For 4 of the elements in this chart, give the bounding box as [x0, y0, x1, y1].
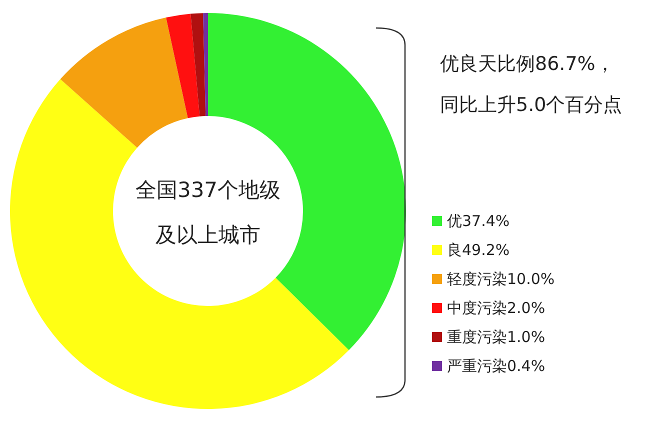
annotation: 全国337个地级	[135, 178, 281, 202]
annotation: 及以上城市	[156, 223, 260, 247]
annotation: 优良天比例86.7%，	[440, 53, 614, 75]
annotation: 同比上升5.0个百分点	[440, 94, 622, 116]
